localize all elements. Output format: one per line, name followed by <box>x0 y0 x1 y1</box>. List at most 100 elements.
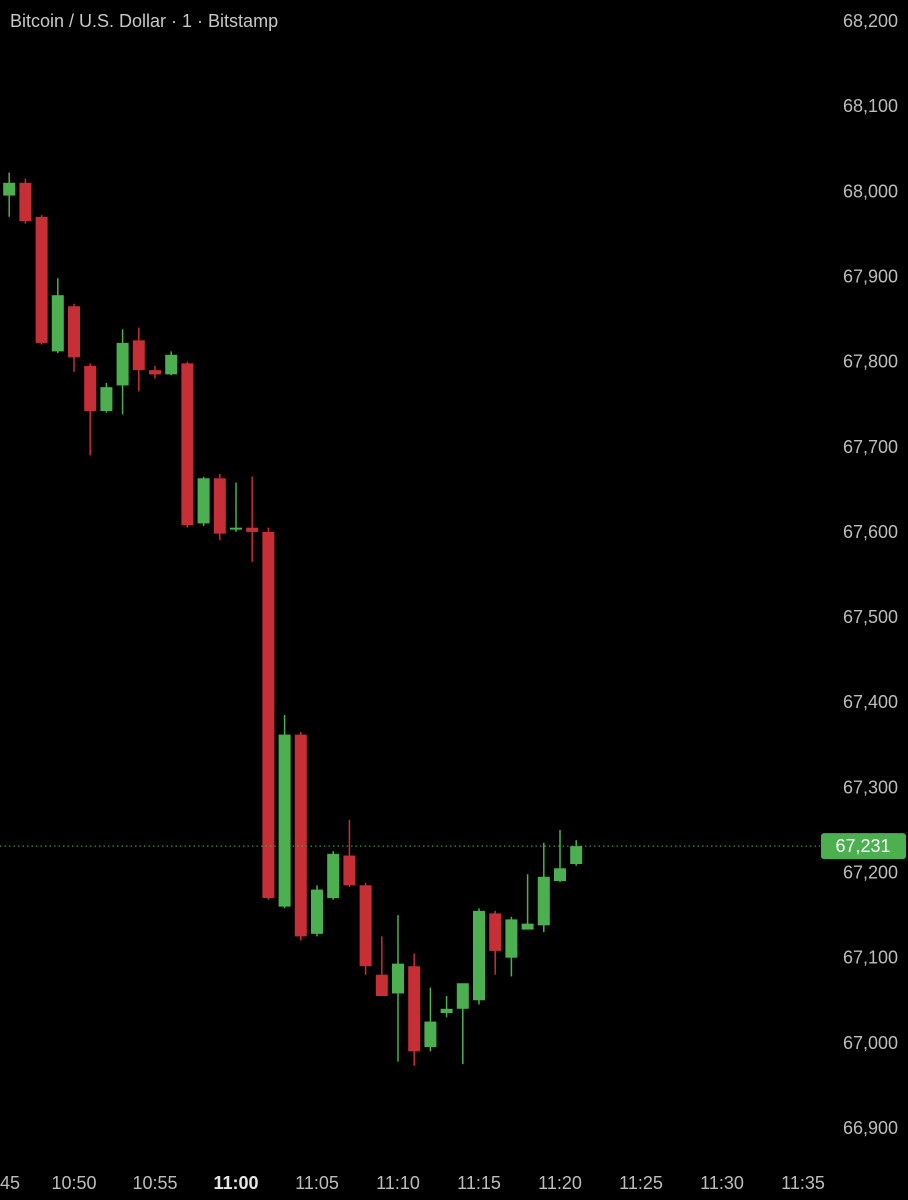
candle-body-down <box>408 966 421 1052</box>
candle <box>554 829 566 882</box>
chart-title: Bitcoin / U.S. Dollar · 1 · Bitstamp <box>10 11 279 31</box>
y-tick-label: 67,700 <box>843 437 898 457</box>
candle-body-up <box>537 876 550 926</box>
candle-body-down <box>181 363 194 526</box>
candle <box>408 953 421 1066</box>
candle <box>375 936 388 997</box>
candle <box>505 916 518 977</box>
candle-body-up <box>554 868 566 882</box>
y-tick-label: 67,300 <box>843 777 898 797</box>
candle-body-up <box>521 923 534 930</box>
candle-body-down <box>35 216 48 343</box>
candle <box>246 476 259 562</box>
candle-body-up <box>165 354 178 375</box>
candle-body-up <box>100 387 113 412</box>
candle <box>473 908 485 1005</box>
candle-body-up <box>327 853 340 899</box>
candle <box>149 365 161 379</box>
candle <box>359 882 372 975</box>
candle <box>521 874 534 930</box>
x-tick-label: 10:55 <box>132 1173 177 1193</box>
candle <box>100 382 113 413</box>
y-tick-label: 68,000 <box>843 181 898 201</box>
x-tick-label: 11:15 <box>457 1173 501 1193</box>
y-tick-label: 67,800 <box>843 352 898 372</box>
candle-body-down <box>343 855 356 886</box>
candle <box>392 915 404 1062</box>
y-tick-label: 67,900 <box>843 266 898 286</box>
candle <box>262 527 275 900</box>
candle <box>440 996 453 1018</box>
x-tick-label: 11:25 <box>619 1173 663 1193</box>
candle-body-down <box>359 885 372 967</box>
candle-body-up <box>3 182 16 196</box>
last-price-line-layer: 67,231 <box>0 833 906 860</box>
candle-body-down <box>246 527 259 532</box>
y-tick-label: 67,600 <box>843 522 898 542</box>
x-tick-label: 10:50 <box>51 1173 96 1193</box>
candle <box>311 885 323 937</box>
candle <box>213 474 226 541</box>
candle <box>19 178 32 224</box>
candle <box>230 482 242 532</box>
candle-body-up <box>473 910 485 1001</box>
x-tick-label: 11:35 <box>781 1173 825 1193</box>
candle <box>456 983 469 1065</box>
y-axis: 66,900 67,000 67,100 67,200 67,300 67,400 67,5… <box>843 11 898 1138</box>
candle <box>84 363 97 456</box>
candle <box>132 327 145 392</box>
last-price-badge <box>821 833 906 860</box>
candle-body-up <box>116 342 129 386</box>
x-tick-label: 11:30 <box>700 1173 744 1193</box>
y-tick-label: 68,200 <box>843 11 898 31</box>
candle-body-up <box>456 983 469 1009</box>
candle-body-down <box>262 531 275 899</box>
candle-body-up <box>392 963 404 994</box>
x-tick-label: 11:10 <box>376 1173 420 1193</box>
candle-body-up <box>230 527 242 530</box>
y-tick-label: 68,100 <box>843 96 898 116</box>
candle <box>570 840 583 866</box>
candle <box>197 476 210 526</box>
y-tick-label: 66,900 <box>843 1118 898 1138</box>
candle-body-down <box>132 340 145 371</box>
candle-body-up <box>505 919 518 958</box>
candle <box>116 329 129 415</box>
candles-layer <box>3 172 583 1066</box>
candle <box>327 851 340 900</box>
candle-body-up <box>51 295 64 352</box>
y-tick-label: 67,500 <box>843 607 898 627</box>
candle <box>294 732 307 941</box>
candle <box>489 910 502 975</box>
candle <box>181 361 194 528</box>
candle-body-down <box>149 370 161 375</box>
candle <box>35 215 48 345</box>
candle <box>3 172 16 217</box>
candle-body-up <box>197 478 210 524</box>
candle-body-up <box>424 1021 437 1048</box>
candle-body-up <box>311 889 323 934</box>
x-axis: 45 10:50 10:55 11:00 11:05 11:10 11:15 11:20 11:… <box>0 1173 825 1193</box>
y-tick-label: 67,200 <box>843 863 898 883</box>
candle <box>343 819 356 888</box>
candle-body-up <box>278 734 291 907</box>
x-tick-label: 11:00 <box>213 1173 258 1193</box>
candle-body-up <box>440 1008 453 1014</box>
candle <box>278 715 291 909</box>
x-tick-label: 45 <box>0 1173 20 1193</box>
candle <box>537 842 550 933</box>
candle <box>68 303 80 372</box>
candle-body-down <box>84 365 97 412</box>
candle-body-down <box>294 734 307 937</box>
y-tick-label: 67,100 <box>843 948 898 968</box>
candle-body-down <box>489 913 502 951</box>
candle <box>424 987 437 1052</box>
x-tick-label: 11:20 <box>538 1173 582 1193</box>
last-price-label: 67,231 <box>835 836 890 856</box>
y-tick-label: 67,400 <box>843 692 898 712</box>
candle-body-down <box>213 478 226 534</box>
candle-body-down <box>375 974 388 997</box>
candle-body-down <box>19 182 32 222</box>
candle-body-up <box>570 846 583 865</box>
